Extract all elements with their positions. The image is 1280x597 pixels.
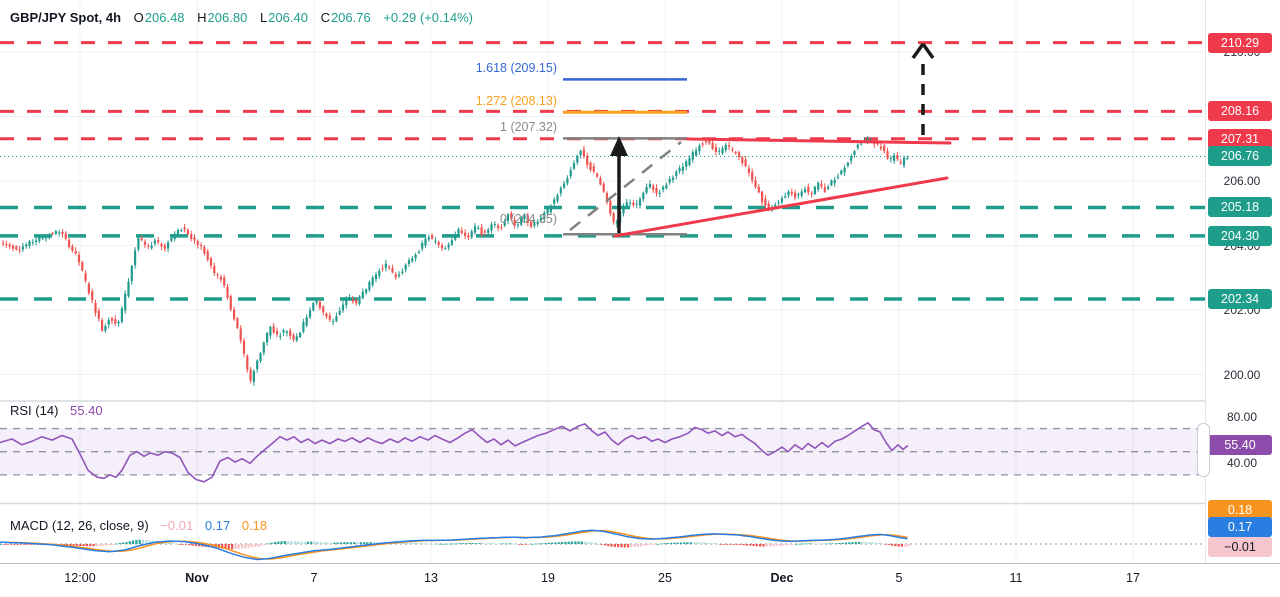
chart-window: GBP/JPY Spot, 4h O206.48 H206.80 L206.40… bbox=[0, 0, 1280, 597]
chart-canvas[interactable] bbox=[0, 0, 1280, 597]
